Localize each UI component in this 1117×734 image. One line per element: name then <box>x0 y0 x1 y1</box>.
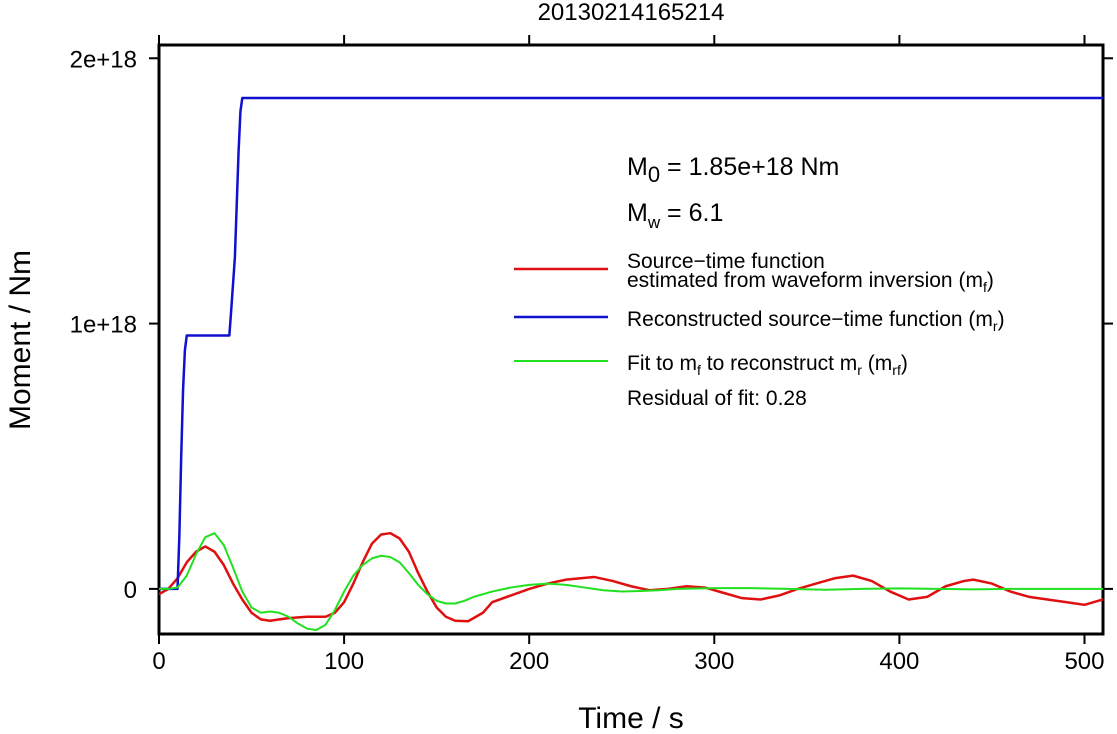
legend-green-tail: ) <box>901 352 908 375</box>
legend-red-sub: f <box>983 279 987 295</box>
mw-symbol: M <box>627 199 648 227</box>
legend-blue-tail: ) <box>998 308 1005 331</box>
legend: Source−time function estimated from wave… <box>514 250 1005 410</box>
legend-green-mid: to reconstruct m <box>701 352 857 375</box>
y-tick-label: 0 <box>124 577 137 604</box>
legend-green-mid2: (m <box>862 352 892 375</box>
legend-green-text: Fit to m <box>627 352 697 375</box>
legend-green-sub2: r <box>857 362 862 378</box>
legend-blue-sub: r <box>993 318 998 334</box>
m0-value: = 1.85e+18 Nm <box>660 153 839 181</box>
legend-blue-text: Reconstructed source−time function (m <box>627 308 993 331</box>
x-tick-label: 100 <box>324 648 364 675</box>
x-tick-label: 200 <box>509 648 549 675</box>
legend-green-sub3: rf <box>892 362 901 378</box>
series-group <box>159 96 1103 632</box>
x-tick-label: 300 <box>694 648 734 675</box>
y-tick-label: 2e+18 <box>70 46 137 73</box>
chart-title: 20130214165214 <box>538 0 725 26</box>
m0-subscript: 0 <box>648 162 660 187</box>
plot-frame <box>157 43 1105 636</box>
x-tick-label: 0 <box>152 648 165 675</box>
m0-symbol: M <box>627 153 648 181</box>
series-line-mr <box>159 96 1103 591</box>
legend-green-sub1: f <box>697 362 701 378</box>
legend-red-tail: ) <box>987 269 994 292</box>
legend-red-text: estimated from waveform inversion (m <box>627 269 983 292</box>
x-tick-label: 400 <box>879 648 919 675</box>
series-line-mf <box>159 531 1103 623</box>
axis-ticks: 0 100 200 300 400 500 0 1e+18 2e+18 <box>70 35 1113 675</box>
mw-annotation: Mw = 6.1 <box>627 199 723 232</box>
mw-value: = 6.1 <box>660 199 723 227</box>
legend-label-green: Fit to mf to reconstruct mr (mrf) <box>627 352 908 378</box>
legend-label-red-line1: Source−time function <box>627 250 825 273</box>
legend-label-red-line2: estimated from waveform inversion (mf) <box>627 269 994 295</box>
x-axis-title: Time / s <box>578 702 684 734</box>
y-axis-title: Moment / Nm <box>4 250 37 430</box>
legend-label-blue: Reconstructed source−time function (mr) <box>627 308 1005 334</box>
mw-subscript: w <box>647 213 661 232</box>
x-tick-label: 500 <box>1064 648 1104 675</box>
y-tick-label: 1e+18 <box>70 312 137 339</box>
series-line-mrf <box>159 532 1103 632</box>
m0-annotation: M0 = 1.85e+18 Nm <box>627 153 839 187</box>
residual-annotation: Residual of fit: 0.28 <box>627 387 807 410</box>
